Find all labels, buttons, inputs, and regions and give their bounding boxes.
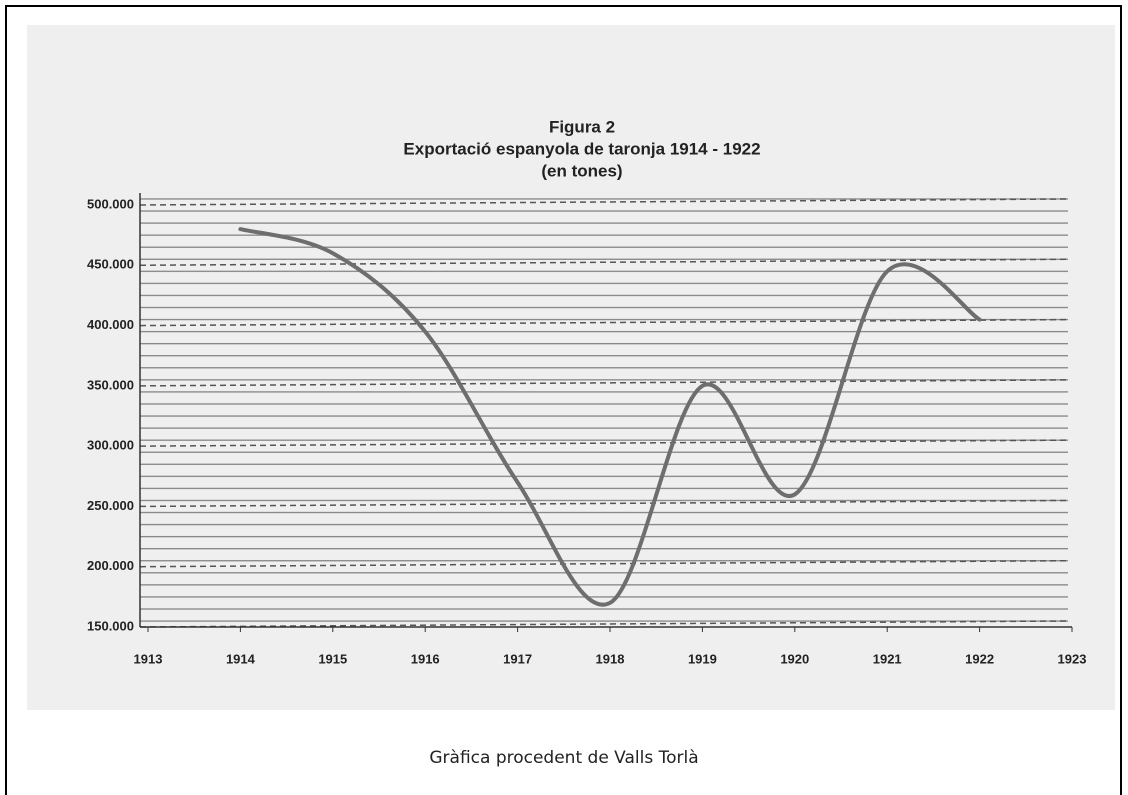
- x-tick-label: 1914: [226, 651, 256, 666]
- y-tick-label: 150.000: [87, 618, 134, 633]
- x-tick-label: 1919: [688, 651, 717, 666]
- x-tick-label: 1915: [318, 651, 347, 666]
- x-tick-label: 1921: [873, 651, 902, 666]
- grid-line: [139, 379, 1069, 387]
- y-tick-label: 350.000: [87, 377, 134, 392]
- x-tick-label: 1922: [965, 651, 994, 666]
- x-tick-label: 1920: [780, 651, 809, 666]
- grid-line: [139, 198, 1069, 206]
- caption: Gràfica procedent de Valls Torlà: [429, 748, 699, 768]
- x-tick-label: 1917: [503, 651, 532, 666]
- grid-line: [139, 620, 1069, 628]
- y-tick-label: 400.000: [87, 317, 134, 332]
- chart: Figura 2 Exportació espanyola de taronja…: [27, 25, 1115, 710]
- x-tick-label: 1918: [596, 651, 625, 666]
- y-tick-label: 300.000: [87, 438, 134, 453]
- chart-subtitle: Exportació espanyola de taronja 1914 - 1…: [403, 139, 760, 158]
- grid-line: [139, 499, 1069, 508]
- y-tick-label: 500.000: [87, 196, 134, 211]
- y-tick-label: 250.000: [87, 498, 134, 513]
- x-tick-label: 1913: [134, 651, 163, 666]
- grid-line: [139, 318, 1069, 327]
- minor-grid: [140, 193, 1068, 627]
- grid-line: [139, 258, 1069, 267]
- y-tick-label: 450.000: [87, 257, 134, 272]
- grid-line: [139, 559, 1069, 568]
- x-tick-label: 1923: [1058, 651, 1087, 666]
- frame: [5, 5, 1122, 795]
- y-tick-label: 200.000: [87, 558, 134, 573]
- x-tick-label: 1916: [411, 651, 440, 666]
- grid-line: [139, 439, 1069, 447]
- chart-title: Figura 2: [549, 117, 615, 136]
- unit-label: (en tones): [541, 161, 622, 180]
- data-line: [238, 227, 982, 607]
